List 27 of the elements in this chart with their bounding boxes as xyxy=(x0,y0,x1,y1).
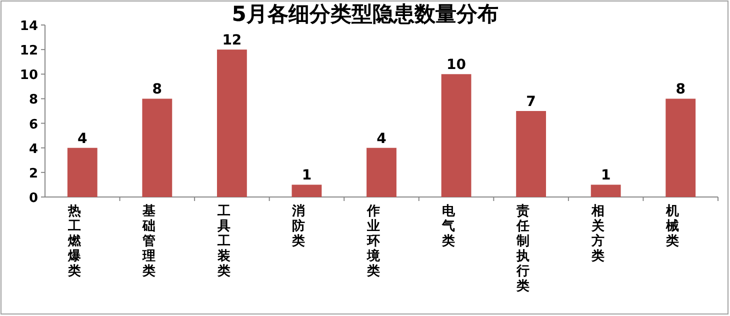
y-tick-label: 10 xyxy=(20,68,38,84)
x-tick-label: 作业环境类 xyxy=(366,204,381,279)
x-tick-label: 消防类 xyxy=(291,204,306,249)
x-tick-label: 责任制执行类 xyxy=(516,203,530,294)
data-label: 1 xyxy=(600,168,611,184)
y-tick-label: 8 xyxy=(28,92,38,108)
data-label: 7 xyxy=(526,94,536,110)
x-tick-label: 基础管理类 xyxy=(142,204,156,279)
data-label: 4 xyxy=(78,130,88,147)
data-label: 10 xyxy=(446,57,466,74)
y-tick-label: 0 xyxy=(28,191,38,206)
data-label: 8 xyxy=(676,82,686,98)
y-tick-label: 14 xyxy=(20,19,38,34)
data-label: 8 xyxy=(152,82,162,98)
y-tick-label: 6 xyxy=(28,117,38,132)
data-label: 4 xyxy=(376,130,387,147)
y-tick-label: 4 xyxy=(28,142,38,157)
x-tick-label: 热工燃爆类 xyxy=(66,204,82,279)
x-tick-label: 机械类 xyxy=(665,204,680,249)
x-tick-label: 工具工装类 xyxy=(216,204,230,279)
x-tick-label: 电气类 xyxy=(440,204,456,249)
x-tick-label: 相关方类 xyxy=(590,204,606,264)
chart-title: 5月各细分类型隐患数量分布 xyxy=(232,2,498,26)
data-label: 1 xyxy=(302,168,312,184)
data-label: 12 xyxy=(222,32,242,49)
y-tick-label: 12 xyxy=(20,44,38,59)
y-tick-label: 2 xyxy=(28,166,38,182)
